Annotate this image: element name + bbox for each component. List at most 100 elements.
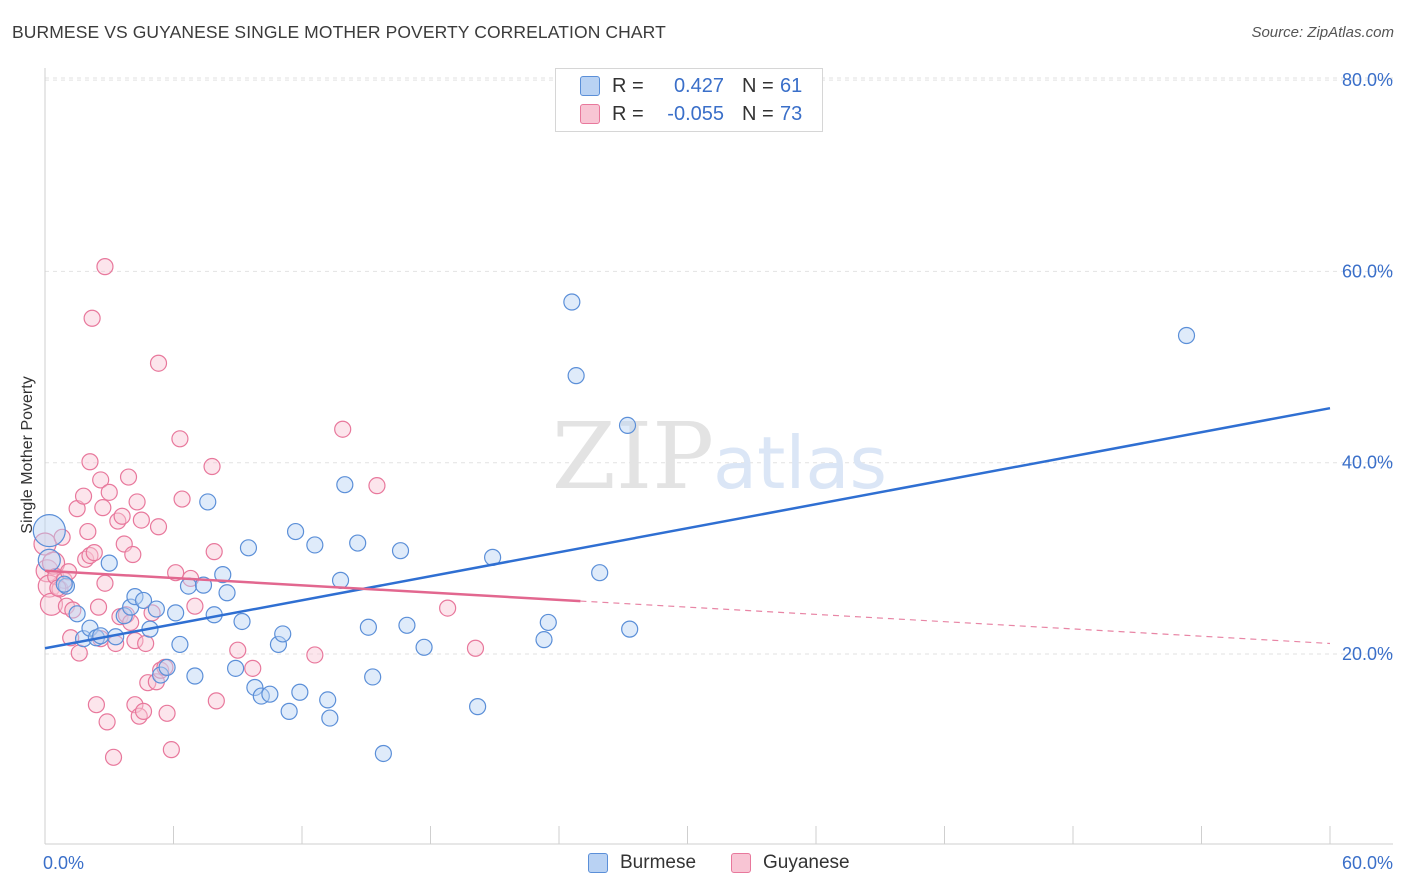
guyanese-point [70,644,88,662]
burmese-point [535,631,553,649]
guyanese-point [334,420,352,438]
correlation-legend: R = 0.427 N = 61 R = -0.055 N = 73 [555,68,823,132]
burmese-point [539,613,557,632]
guyanese-point [368,477,386,495]
guyanese-point [439,599,457,617]
guyanese-point [119,468,138,486]
guyanese-point [87,696,106,714]
burmese-trend-line [44,406,1331,650]
guyanese-point [132,511,150,529]
burmese-point [364,668,382,686]
series-legend: Burmese Guyanese [0,852,1406,876]
guyanese-point [139,674,157,692]
burmese-point [115,607,133,625]
axes [44,68,1393,845]
burmese-point [246,678,264,697]
burmese-point [167,604,185,622]
guyanese-point [466,639,485,657]
gridlines [45,77,1393,655]
guyanese-point [98,713,116,731]
trend-lines [44,406,1331,650]
burmese-point [261,685,279,703]
chart-title: BURMESE VS GUYANESE SINGLE MOTHER POVERT… [12,22,666,42]
burmese-point [398,616,416,634]
y-tick-label: 20.0% [1342,644,1393,664]
burmese-point [306,536,324,554]
guyanese-point [53,528,71,546]
guyanese-point [162,741,180,759]
n-label: N = [742,102,774,125]
guyanese-point [92,471,110,489]
burmese-point [32,514,66,548]
guyanese-point [306,646,324,664]
burmese-point [469,698,487,716]
legend-item-burmese[interactable]: Burmese [588,852,696,874]
guyanese-point [134,702,153,720]
guyanese-point [89,598,108,616]
guyanese-trend-extension [580,600,1331,645]
burmese-points [32,293,1196,763]
guyanese-point [104,748,123,766]
burmese-point [269,635,288,654]
y-tick-label: 40.0% [1342,453,1393,473]
legend-label-burmese: Burmese [620,852,697,873]
guyanese-point [85,544,103,562]
burmese-point [199,493,217,511]
burmese-point [621,620,639,638]
guyanese-point [96,574,114,592]
n-label: N = [742,74,774,97]
burmese-point [274,625,292,643]
r-value: -0.055 [667,102,724,125]
legend-item-guyanese[interactable]: Guyanese [731,852,850,874]
source-label: Source: ZipAtlas.com [1251,24,1394,41]
legend-label-guyanese: Guyanese [763,852,850,873]
burmese-point [391,542,410,560]
burmese-point [618,416,637,434]
burmese-point [233,612,251,631]
burmese-point [171,635,189,654]
guyanese-point [79,522,97,541]
burmese-point [239,539,258,557]
guyanese-point [186,597,204,615]
tick-labels: 20.0% 40.0% 60.0% 80.0% 0.0% 60.0% [43,70,1393,873]
watermark-zip: ZIP [552,403,714,510]
guyanese-point [81,453,99,471]
x-tick-label: 0.0% [43,853,84,873]
watermark: ZIP atlas [552,403,887,510]
guyanese-point [207,692,225,710]
burmese-point [321,709,339,727]
r-label: R = [612,74,644,97]
legend-row-burmese: R = 0.427 N = 61 [580,73,802,99]
guyanese-point [205,543,223,561]
burmese-point [37,548,61,572]
watermark-atlas: atlas [713,421,887,505]
burmese-point [147,600,165,618]
burmese-point [100,554,118,572]
guyanese-point [74,487,93,505]
burmese-point [179,577,198,595]
guyanese-swatch [580,104,600,124]
burmese-point [68,605,86,623]
burmese-point [319,691,337,709]
burmese-point [126,588,144,606]
guyanese-point [173,490,191,508]
burmese-point [374,744,392,763]
burmese-point [359,618,377,636]
burmese-point [186,667,204,685]
guyanese-point [149,518,168,536]
n-value: 61 [780,74,803,97]
y-tick-label: 60.0% [1342,261,1393,281]
burmese-point [218,584,236,602]
burmese-point [214,566,232,584]
burmese-point [55,575,73,593]
guyanese-point [124,545,142,564]
guyanese-point [113,507,131,525]
guyanese-point [83,309,101,327]
burmese-point [286,522,305,541]
r-value: 0.427 [673,74,724,97]
burmese-point [415,638,433,656]
burmese-point [134,591,153,610]
burmese-point [567,367,585,385]
burmese-point [280,702,298,720]
